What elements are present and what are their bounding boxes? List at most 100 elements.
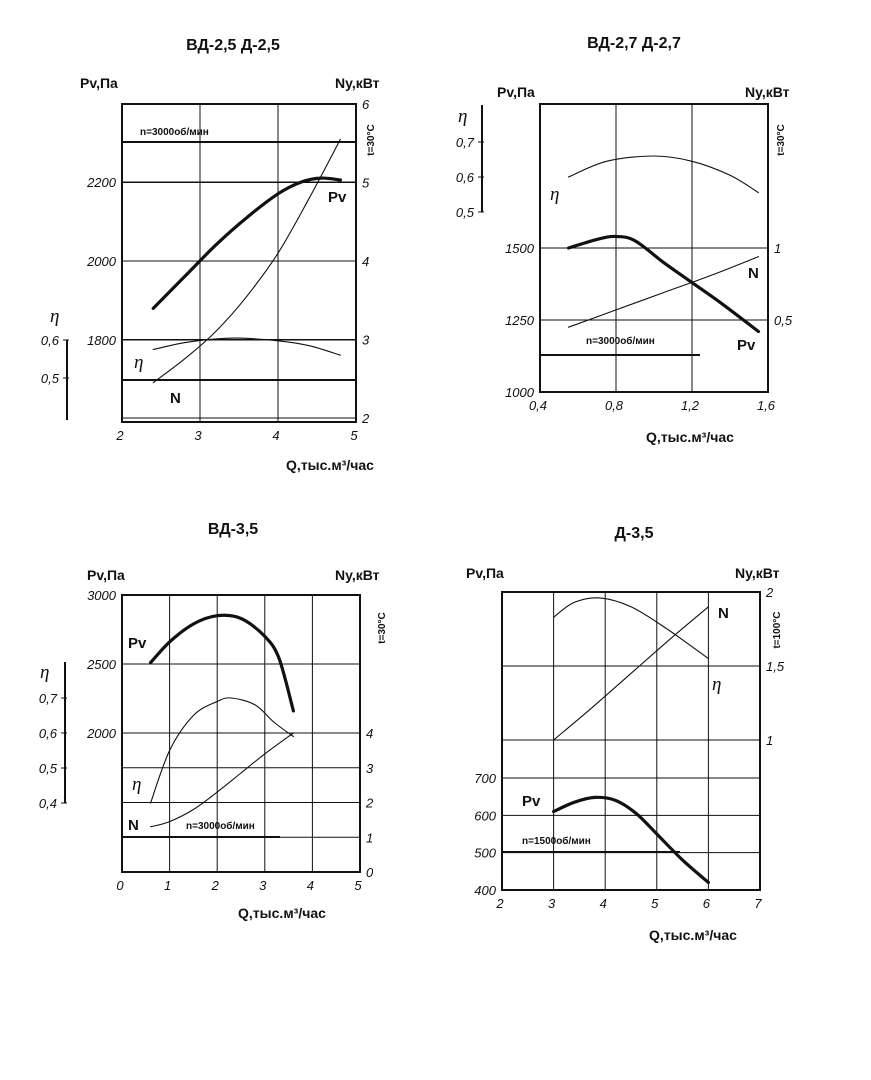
x-tick-label: 3 [548, 896, 556, 911]
y-axis-right-label: Ny,кВт [735, 565, 780, 581]
series-label: Pv [328, 189, 347, 206]
y-axis-right-label: Ny,кВт [335, 75, 380, 91]
eta-axis-symbol: η [458, 106, 467, 127]
series-label: Pv [737, 337, 756, 354]
series-line-n [150, 732, 294, 828]
x-tick-label: 5 [651, 896, 659, 911]
x-tick-label: 6 [703, 896, 711, 911]
series-line-n [553, 606, 709, 741]
chart-panel-4: Д-3,5 Pv,Па Ny,кВт Q,тыс.м³/час t=100°С 2 3 4 5 6… [466, 525, 785, 943]
y-left-tick-label: 400 [474, 883, 496, 898]
series-line-eta [553, 597, 709, 660]
y-left-tick-label: 500 [474, 846, 496, 861]
series-line-eta [150, 697, 294, 804]
plot-frame [501, 591, 761, 891]
y-left-tick-label: 2500 [86, 657, 117, 672]
x-tick-label: 3 [194, 428, 202, 443]
eta-axis-symbol: η [40, 662, 49, 683]
y-left-tick-label: 2000 [86, 726, 117, 741]
series-line-pv [552, 795, 710, 885]
speed-label: n=3000об/мин [586, 335, 655, 347]
x-tick-label: 4 [600, 896, 607, 911]
y-left-tick-label: 3000 [87, 588, 117, 603]
y-right-tick-label: 4 [366, 726, 373, 741]
chart-panel-3: ВД-3,5 Pv,Па Ny,кВт Q,тыс.м³/час t=30°С 0 1 2 3 4… [39, 521, 388, 921]
x-tick-label: 2 [211, 878, 220, 893]
y-right-tick-label: 6 [362, 97, 370, 112]
series-label: Pv [522, 793, 541, 810]
x-tick-label: 2 [115, 428, 124, 443]
series-label: η [550, 184, 559, 205]
series-label: N [128, 817, 139, 834]
plot-frame [539, 103, 769, 393]
x-tick-label: 1 [164, 878, 171, 893]
plot-frame [121, 594, 361, 873]
speed-label: n=3000об/мин [186, 820, 255, 832]
y-right-tick-label: 3 [366, 761, 374, 776]
y-right-tick-label: 5 [362, 176, 370, 191]
x-tick-label: 0,4 [529, 398, 547, 413]
temperature-label: t=100°С [772, 611, 783, 648]
series-line-eta [567, 155, 760, 194]
y-axis-left-label: Pv,Па [87, 567, 125, 583]
series-label: N [170, 390, 181, 407]
y-axis-right-label: Ny,кВт [335, 567, 380, 583]
series-line-eta [152, 337, 341, 356]
y-left-tick-label: 700 [474, 771, 496, 786]
y-right-tick-label: 4 [362, 254, 369, 269]
series-label: η [712, 674, 721, 695]
x-tick-label: 4 [307, 878, 314, 893]
series-label: η [132, 774, 141, 795]
y-left-tick-label: 2000 [86, 254, 117, 269]
y-left-tick-label: 2200 [86, 175, 117, 190]
temperature-label: t=30°С [776, 124, 787, 156]
x-axis-label: Q,тыс.м³/час [286, 457, 374, 473]
x-axis-label: Q,тыс.м³/час [238, 905, 326, 921]
y-left-tick-label: 1000 [505, 385, 535, 400]
chart-panel-1: ВД-2,5 Д-2,5 Pv,Па Ny,кВт Q,тыс.м³/час t=30°… [41, 37, 380, 473]
chart-title: ВД-3,5 [208, 521, 258, 538]
y-left-tick-label: 600 [474, 808, 496, 823]
y-right-tick-label: 1 [366, 830, 373, 845]
x-tick-label: 0,8 [605, 398, 624, 413]
eta-tick-label: 0,4 [39, 796, 57, 811]
eta-tick-label: 0,6 [456, 170, 475, 185]
y-right-tick-label: 1 [766, 733, 773, 748]
x-tick-label: 2 [495, 896, 504, 911]
series-line-n [567, 256, 760, 328]
y-right-tick-label: 1,5 [766, 659, 785, 674]
plot-frame [121, 103, 357, 423]
x-tick-label: 1,6 [757, 398, 776, 413]
series-label: N [718, 605, 729, 622]
series-line-pv [149, 613, 295, 713]
y-axis-left-label: Pv,Па [497, 84, 535, 100]
chart-title: ВД-2,7 Д-2,7 [587, 35, 681, 52]
x-tick-label: 3 [259, 878, 267, 893]
series-line-pv [566, 234, 761, 334]
x-axis-label: Q,тыс.м³/час [646, 429, 734, 445]
y-right-tick-label: 2 [365, 796, 374, 811]
series-line-n [152, 138, 341, 384]
temperature-label: t=30°С [366, 124, 377, 156]
speed-label: n=3000об/мин [140, 126, 209, 138]
chart-title: Д-3,5 [615, 525, 654, 542]
eta-tick-label: 0,6 [39, 726, 58, 741]
eta-tick-label: 0,5 [456, 205, 475, 220]
temperature-label: t=30°С [377, 612, 388, 644]
eta-tick-label: 0,5 [39, 761, 58, 776]
chart-panel-2: ВД-2,7 Д-2,7 Pv,Па Ny,кВт Q,тыс.м³/час t=30°… [456, 35, 793, 445]
y-right-tick-label: 1 [774, 241, 781, 256]
series-label: η [134, 352, 143, 373]
y-right-tick-label: 2 [765, 585, 774, 600]
eta-tick-label: 0,7 [456, 135, 475, 150]
chart-title: ВД-2,5 Д-2,5 [186, 37, 280, 54]
speed-label: n=1500об/мин [522, 835, 591, 847]
y-right-tick-label: 0,5 [774, 313, 793, 328]
y-left-tick-label: 1500 [505, 241, 535, 256]
x-tick-label: 1,2 [681, 398, 700, 413]
x-tick-label: 5 [354, 878, 362, 893]
x-tick-label: 0 [116, 878, 124, 893]
y-axis-left-label: Pv,Па [466, 565, 504, 581]
x-tick-label: 5 [350, 428, 358, 443]
